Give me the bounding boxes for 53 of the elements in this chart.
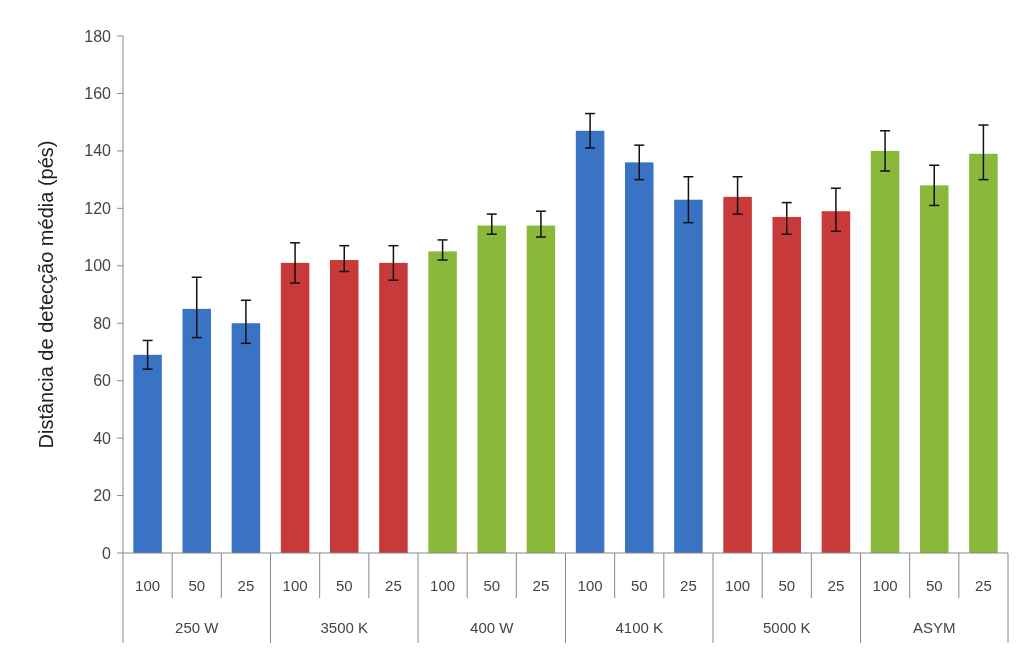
bar [723, 196, 752, 553]
bar [772, 216, 802, 553]
bar [379, 262, 408, 553]
bar [969, 153, 998, 553]
bar [575, 130, 605, 553]
x-tick-label: 100 [872, 577, 898, 594]
x-tick-label: 50 [778, 577, 796, 594]
y-axis-title: Distância de detecção média (pés) [35, 140, 57, 449]
x-tick-label: 25 [385, 577, 402, 594]
bar [674, 199, 703, 553]
y-tick-label: 160 [84, 85, 112, 103]
x-tick-label: 100 [135, 577, 161, 594]
text: 4100 K [615, 619, 664, 636]
bar [280, 262, 310, 553]
bar [133, 354, 162, 553]
x-tick-label: 100 [577, 577, 603, 594]
y-tick-label: 0 [102, 544, 112, 562]
y-tick-label: 100 [84, 257, 112, 275]
y-tick-label: 140 [84, 142, 112, 160]
x-tick-label: 50 [188, 577, 206, 594]
bar [329, 260, 359, 553]
text: 400 W [470, 619, 515, 636]
y-tick-label: 120 [84, 199, 112, 217]
bar [231, 323, 261, 553]
x-tick-label: 25 [827, 577, 845, 594]
x-tick-label: 25 [532, 577, 550, 594]
x-tick-label: 50 [483, 577, 501, 594]
bar [821, 211, 851, 553]
bar [870, 150, 900, 553]
bar [919, 185, 949, 553]
y-tick-label: 20 [93, 487, 112, 505]
x-tick-label: 50 [335, 577, 353, 594]
x-tick-label: 50 [630, 577, 648, 594]
bar [477, 225, 507, 553]
y-tick-label: 40 [93, 429, 112, 447]
x-tick-label: 100 [430, 577, 456, 594]
text: 3500 K [320, 619, 369, 636]
x-tick-label: 25 [975, 577, 992, 594]
bar [624, 162, 654, 553]
text: ASYM [912, 619, 956, 636]
y-tick-label: 180 [84, 27, 112, 45]
bar [526, 225, 556, 553]
bar [182, 308, 212, 553]
x-tick-label: 100 [725, 577, 751, 594]
text: 5000 K [762, 619, 811, 636]
y-tick-label: 60 [93, 372, 112, 390]
x-tick-label: 25 [237, 577, 255, 594]
x-tick-label: 25 [680, 577, 697, 594]
x-tick-label: 50 [925, 577, 943, 594]
y-tick-label: 80 [93, 314, 112, 332]
text: 250 W [175, 619, 220, 636]
x-tick-label: 100 [282, 577, 308, 594]
bar [428, 251, 457, 553]
